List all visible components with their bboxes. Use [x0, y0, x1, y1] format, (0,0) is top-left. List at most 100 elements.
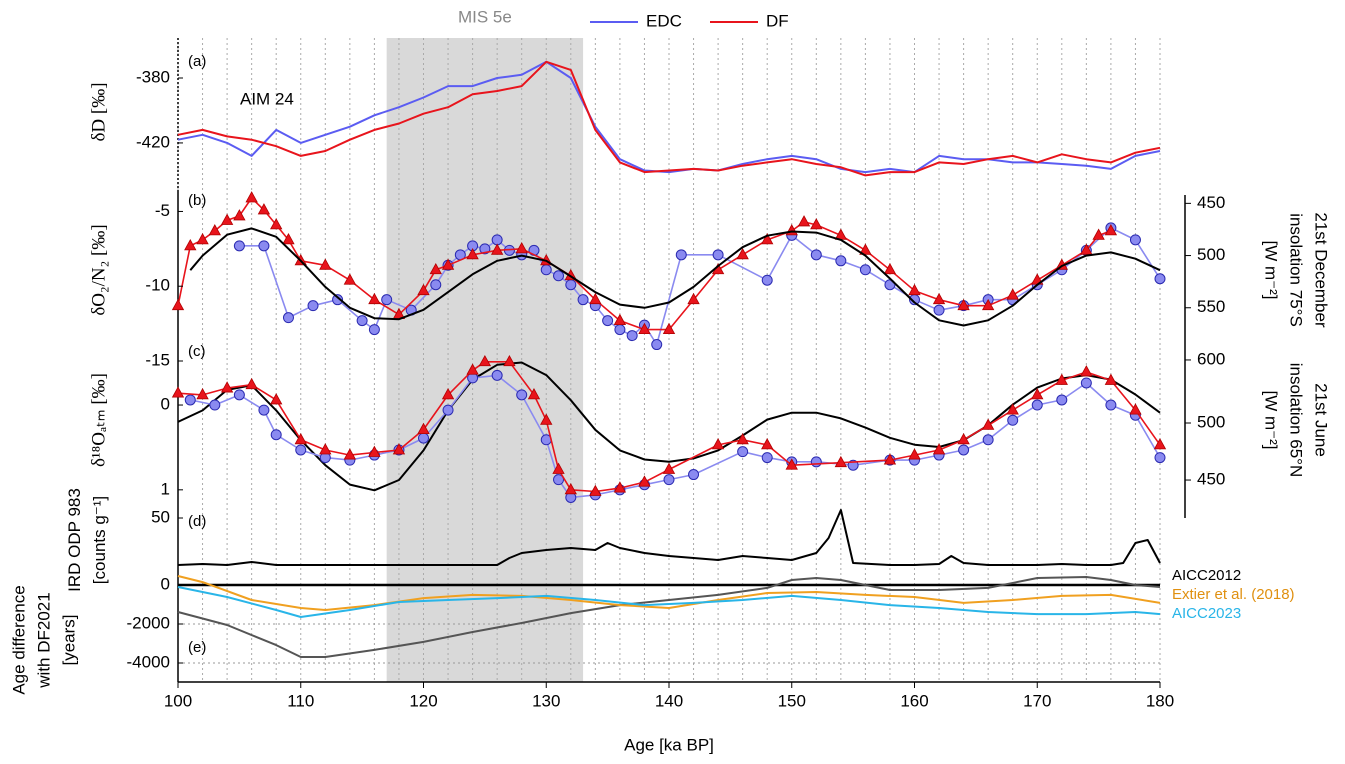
marker: [688, 469, 700, 481]
marker: [381, 294, 393, 306]
series-line: [189, 227, 1161, 327]
marker: [171, 298, 185, 311]
marker: [1007, 414, 1019, 426]
series-line: [177, 361, 1161, 493]
y-axis-label: [counts g⁻¹]: [90, 496, 109, 584]
x-tick-label: 170: [1023, 691, 1051, 710]
marker: [418, 432, 429, 444]
series-line: [177, 586, 1161, 618]
x-tick-label: 110: [287, 691, 314, 710]
marker: [810, 249, 822, 261]
marker: [859, 243, 872, 255]
marker: [430, 279, 442, 291]
marker: [220, 381, 234, 393]
marker: [589, 292, 602, 305]
marker: [1006, 403, 1019, 415]
marker: [958, 444, 970, 456]
y-axis-label: with DF2021: [34, 592, 53, 688]
marker: [761, 452, 773, 464]
marker: [981, 418, 995, 430]
marker: [245, 377, 258, 390]
marker: [565, 279, 577, 291]
marker: [1154, 452, 1166, 464]
series-line: [190, 374, 1161, 499]
marker: [613, 313, 627, 326]
marker: [564, 482, 577, 495]
y-tick-label: 0: [161, 574, 170, 593]
marker: [552, 462, 565, 474]
marker: [307, 300, 319, 312]
series-line: [177, 60, 1161, 177]
marker: [711, 438, 725, 450]
y-axis-label: δ¹⁸Oₐₜₘ [‰]: [88, 373, 109, 467]
marker: [209, 399, 221, 411]
x-tick-label: 160: [900, 691, 928, 710]
marker: [737, 446, 749, 458]
marker: [466, 363, 479, 375]
series-line: [177, 509, 1161, 566]
y-tick-label: -2000: [127, 613, 170, 632]
marker: [675, 249, 687, 261]
marker: [441, 258, 455, 270]
x-tick-label: 180: [1146, 691, 1174, 710]
marker: [1105, 399, 1117, 411]
marker: [761, 274, 773, 286]
marker: [553, 270, 565, 282]
series-label: AICC2023: [1172, 605, 1241, 622]
marker: [1154, 273, 1166, 285]
marker: [392, 443, 406, 455]
x-axis-label: Age [ka BP]: [624, 735, 714, 754]
marker: [761, 438, 774, 450]
marker: [626, 330, 638, 342]
panel-label: (e): [188, 639, 206, 656]
marker: [1129, 234, 1141, 246]
shade-label: MIS 5e: [458, 7, 512, 26]
x-tick-label: 150: [778, 691, 806, 710]
marker: [356, 315, 368, 327]
x-tick-label: 120: [409, 691, 437, 710]
marker: [527, 388, 541, 400]
marker: [859, 264, 871, 276]
marker: [270, 393, 283, 405]
y-tick-label: -420: [136, 132, 170, 151]
marker: [233, 240, 245, 252]
marker: [687, 292, 700, 305]
marker: [1056, 394, 1068, 406]
marker: [490, 243, 504, 255]
marker: [1080, 365, 1093, 377]
marker: [429, 262, 442, 275]
series-line: [177, 361, 1161, 492]
marker: [503, 354, 516, 367]
marker: [417, 283, 430, 296]
marker: [1080, 243, 1093, 255]
marker: [515, 242, 528, 254]
marker: [258, 404, 270, 416]
marker: [478, 354, 492, 367]
marker: [233, 389, 245, 401]
marker: [981, 298, 995, 311]
marker: [368, 292, 381, 305]
marker: [1006, 288, 1019, 300]
marker: [908, 448, 921, 460]
y-tick-label: -4000: [127, 652, 170, 671]
y2-axis-label: 21st June: [1312, 383, 1331, 457]
marker: [834, 455, 848, 468]
marker: [785, 458, 798, 470]
panel-label: (d): [188, 513, 206, 530]
y2-tick-label: 500: [1197, 245, 1225, 264]
y2-tick-label: 500: [1197, 412, 1225, 431]
marker: [516, 389, 528, 401]
y-tick-label: -380: [136, 67, 170, 86]
marker: [294, 432, 307, 445]
marker: [577, 294, 589, 306]
marker: [1104, 373, 1118, 385]
marker: [1104, 224, 1118, 236]
marker: [1055, 373, 1068, 385]
y2-tick-label: 450: [1197, 193, 1225, 212]
marker: [368, 445, 381, 457]
y2-tick-label: 450: [1197, 470, 1225, 489]
marker: [540, 413, 553, 425]
marker: [736, 432, 749, 445]
panel-label: (c): [188, 343, 206, 360]
y2-axis-label: insolation 75°S: [1287, 213, 1306, 327]
